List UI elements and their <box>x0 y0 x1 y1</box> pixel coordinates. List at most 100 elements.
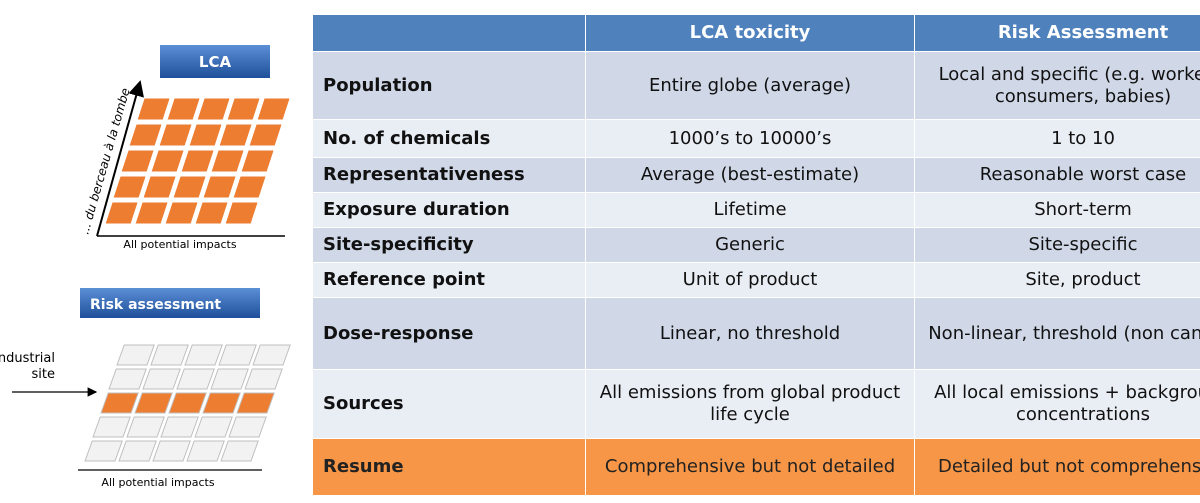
grid-cell <box>210 149 245 173</box>
table-cell: Exposure duration <box>312 192 586 228</box>
vertical-axis <box>96 80 144 237</box>
table-cell: Local and specific (e.g. workers, consum… <box>914 51 1200 120</box>
grid-cell <box>160 416 199 438</box>
lca-grid <box>104 97 291 225</box>
table-row: LCA toxicity Risk Assessment <box>312 14 1200 52</box>
grid-cell <box>202 175 237 199</box>
grid-cell <box>194 201 229 225</box>
table-cell: Average (best-estimate) <box>585 157 915 193</box>
site-label: site <box>32 367 55 382</box>
grid-cell <box>158 123 193 147</box>
table-row: Site-specificity Generic Site-specific <box>312 227 1200 263</box>
grid-cell <box>142 368 181 390</box>
grid-cell <box>104 201 139 225</box>
table-row: Representativeness Average (best-estimate… <box>312 157 1200 193</box>
grid-cell <box>100 392 139 414</box>
table-cell: 1 to 10 <box>914 119 1200 158</box>
table-cell: Short-term <box>914 192 1200 228</box>
grid-cell <box>136 97 171 121</box>
table-cell: Site-specific <box>914 227 1200 263</box>
grid-cell <box>236 392 275 414</box>
table-cell: Sources <box>312 369 586 439</box>
grid-cell <box>248 123 283 147</box>
grid-cell <box>210 368 249 390</box>
risk-grid <box>84 344 291 462</box>
table-row: No. of chemicals 1000’s to 10000’s 1 to 10 <box>312 119 1200 158</box>
grid-cell <box>252 344 291 366</box>
risk-axis-label: All potential impacts <box>101 476 214 489</box>
grid-cell <box>232 175 267 199</box>
grid-cell <box>120 149 155 173</box>
grid-cell <box>128 123 163 147</box>
grid-cell <box>194 416 233 438</box>
lca-box <box>160 45 270 78</box>
table-cell: Comprehensive but not detailed <box>585 438 915 496</box>
table-row: Dose-response Linear, no threshold Non-lin… <box>312 297 1200 370</box>
grid-cell <box>188 123 223 147</box>
table-cell <box>312 14 586 52</box>
risk-label: Risk assessment <box>90 297 221 313</box>
table-cell: Dose-response <box>312 297 586 370</box>
table-cell: Risk Assessment <box>914 14 1200 52</box>
grid-cell <box>134 392 173 414</box>
risk-box <box>80 288 260 318</box>
grid-cell <box>92 416 131 438</box>
table-cell: Population <box>312 51 586 120</box>
grid-cell <box>202 392 241 414</box>
lca-label: LCA <box>199 53 232 71</box>
table-cell: Linear, no threshold <box>585 297 915 370</box>
table-cell: 1000’s to 10000’s <box>585 119 915 158</box>
grid-cell <box>176 368 215 390</box>
grid-cell <box>184 344 223 366</box>
grid-cell <box>220 440 259 462</box>
grid-cell <box>150 344 189 366</box>
grid-cell <box>142 175 177 199</box>
diagrams: LCA ... du berceau à la tombe All potent… <box>0 45 291 489</box>
table-cell: Reasonable worst case <box>914 157 1200 193</box>
grid-cell <box>218 123 253 147</box>
grid-cell <box>180 149 215 173</box>
grid-cell <box>126 416 165 438</box>
table-cell: Representativeness <box>312 157 586 193</box>
grid-cell <box>226 97 261 121</box>
horizontal-axis-label: All potential impacts <box>123 238 236 251</box>
grid-cell <box>164 201 199 225</box>
grid-cell <box>134 201 169 225</box>
grid-cell <box>112 175 147 199</box>
table-cell: All local emissions + background concent… <box>914 369 1200 439</box>
grid-cell <box>172 175 207 199</box>
grid-cell <box>152 440 191 462</box>
table-cell: Site, product <box>914 262 1200 298</box>
table-cell: Lifetime <box>585 192 915 228</box>
grid-cell <box>256 97 291 121</box>
table-cell: Detailed but not comprehensive <box>914 438 1200 496</box>
table-row: Population Entire globe (average) Local an… <box>312 51 1200 120</box>
grid-cell <box>224 201 259 225</box>
table-cell: LCA toxicity <box>585 14 915 52</box>
grid-cell <box>166 97 201 121</box>
grid-cell <box>108 368 147 390</box>
table-row: Resume Comprehensive but not detailed Deta… <box>312 438 1200 496</box>
table-cell: Entire globe (average) <box>585 51 915 120</box>
table-cell: Site-specificity <box>312 227 586 263</box>
grid-cell <box>240 149 275 173</box>
table-cell: Non-linear, threshold (non cancer) <box>914 297 1200 370</box>
table-cell: All emissions from global product life c… <box>585 369 915 439</box>
table-row: Exposure duration Lifetime Short-term <box>312 192 1200 228</box>
table-row: Reference point Unit of product Site, prod… <box>312 262 1200 298</box>
grid-cell <box>118 440 157 462</box>
table-row: Sources All emissions from global product… <box>312 369 1200 439</box>
grid-cell <box>168 392 207 414</box>
table-cell: Reference point <box>312 262 586 298</box>
table-cell: Unit of product <box>585 262 915 298</box>
table-cell: Resume <box>312 438 586 496</box>
grid-cell <box>196 97 231 121</box>
grid-cell <box>150 149 185 173</box>
grid-cell <box>84 440 123 462</box>
site-label: Industrial <box>0 351 55 366</box>
table-cell: Generic <box>585 227 915 263</box>
grid-cell <box>244 368 283 390</box>
table-cell: No. of chemicals <box>312 119 586 158</box>
grid-cell <box>218 344 257 366</box>
